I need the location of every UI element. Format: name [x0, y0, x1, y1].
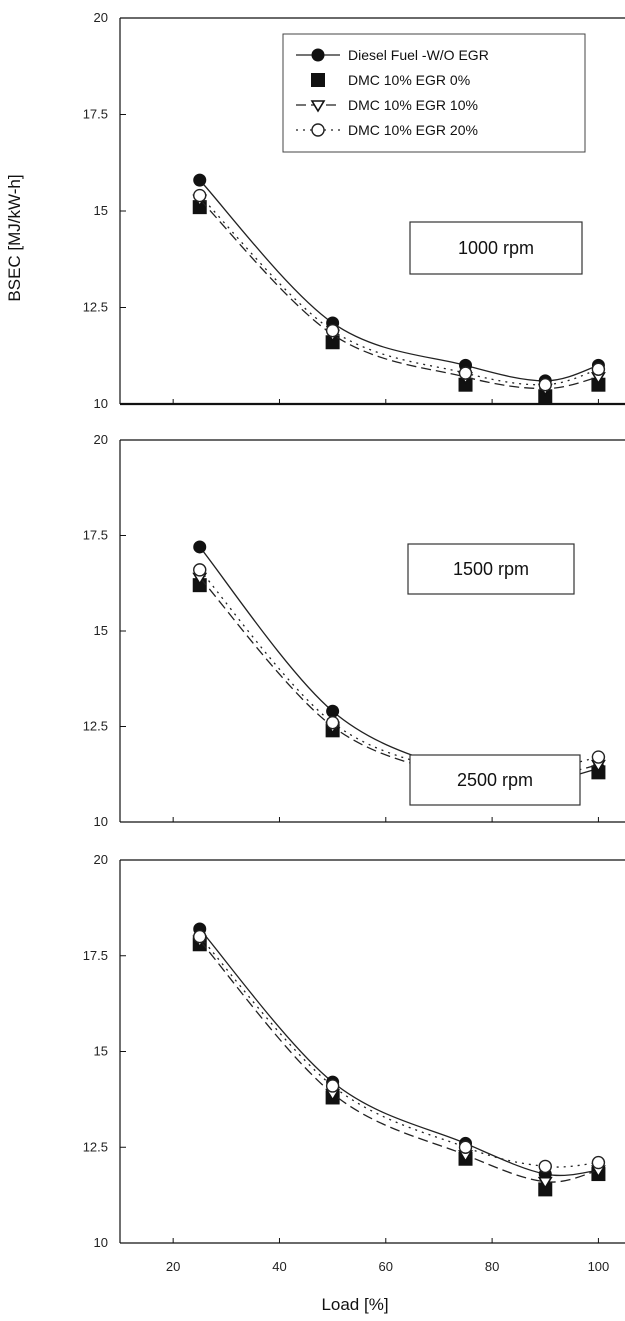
series-line — [199, 940, 599, 1183]
x-tick-label: 20 — [166, 1259, 180, 1274]
series-4 — [193, 563, 606, 780]
data-point — [458, 1140, 473, 1154]
series-line — [199, 569, 599, 777]
y-tick-label: 17.5 — [83, 528, 108, 543]
legend-marker — [310, 100, 326, 113]
y-tick-label: 15 — [94, 623, 108, 638]
data-point — [458, 377, 473, 392]
series-line — [199, 179, 599, 382]
legend-label: DMC 10% EGR 0% — [348, 72, 470, 88]
series-line — [199, 936, 599, 1168]
data-point — [537, 1176, 553, 1190]
data-point — [591, 750, 606, 764]
data-point — [193, 563, 207, 577]
data-point — [325, 323, 340, 338]
series-1 — [193, 173, 605, 388]
data-point — [591, 377, 606, 392]
y-tick-label: 20 — [94, 852, 108, 867]
y-tick-label: 15 — [94, 203, 108, 218]
data-point — [325, 715, 340, 730]
y-tick-label: 17.5 — [83, 948, 108, 963]
x-axis-title: Load [%] — [321, 1295, 388, 1314]
speed-label-box — [407, 543, 575, 595]
data-point — [325, 1079, 340, 1093]
data-point — [193, 929, 207, 944]
data-point — [538, 389, 553, 404]
speed-label-box — [409, 754, 581, 806]
series-4 — [193, 929, 606, 1174]
x-tick-label: 100 — [588, 1259, 610, 1274]
x-tick-label: 80 — [485, 1259, 499, 1274]
legend-marker — [311, 123, 325, 137]
data-point — [458, 366, 473, 380]
legend-label: DMC 10% EGR 10% — [348, 97, 478, 113]
data-point — [538, 1159, 552, 1174]
y-tick-label: 12.5 — [83, 300, 108, 315]
chart-panel-3: 10 12.5 15 17.5 20 20 40 60 80 100 2500 rpm — [83, 754, 625, 1274]
legend: Diesel Fuel -W/O EGR DMC 10% EGR 0% DMC 10… — [282, 33, 586, 153]
y-tick-label: 10 — [94, 814, 108, 829]
chart-panel-1: 10 12.5 15 17.5 20 1000 rpm — [83, 10, 625, 411]
y-tick-label: 15 — [94, 1044, 108, 1059]
data-point — [591, 765, 606, 780]
legend-box — [282, 33, 586, 153]
series-2 — [192, 937, 606, 1197]
data-point — [538, 378, 552, 392]
y-tick-label: 17.5 — [83, 107, 108, 122]
y-tick-label: 10 — [94, 396, 108, 411]
data-point — [591, 362, 606, 376]
speed-label-box — [409, 221, 583, 275]
y-tick-label: 20 — [94, 10, 108, 25]
x-tick-label: 60 — [379, 1259, 393, 1274]
data-point — [326, 704, 340, 718]
legend-marker — [311, 73, 325, 87]
series-1 — [193, 922, 605, 1181]
legend-label: DMC 10% EGR 20% — [348, 122, 478, 138]
x-tick-label: 40 — [272, 1259, 286, 1274]
y-axis-title: BSEC [MJ/kW-h] — [5, 174, 24, 301]
y-tick-label: 12.5 — [83, 719, 108, 734]
y-tick-label: 20 — [94, 432, 108, 447]
y-tick-label: 10 — [94, 1235, 108, 1250]
speed-label: 2500 rpm — [457, 770, 533, 790]
series-2 — [192, 200, 606, 404]
data-point — [325, 335, 340, 350]
legend-marker — [311, 48, 325, 62]
data-point — [193, 173, 207, 187]
data-point — [193, 540, 207, 554]
series-line — [199, 928, 599, 1177]
series-3 — [192, 935, 606, 1190]
data-point — [193, 188, 207, 203]
data-point — [538, 1182, 553, 1197]
data-point — [591, 1155, 606, 1170]
speed-label: 1500 rpm — [453, 559, 529, 579]
speed-label: 1000 rpm — [458, 238, 534, 258]
legend-label: Diesel Fuel -W/O EGR — [348, 47, 489, 63]
y-tick-label: 12.5 — [83, 1139, 108, 1154]
series-4 — [193, 188, 606, 392]
